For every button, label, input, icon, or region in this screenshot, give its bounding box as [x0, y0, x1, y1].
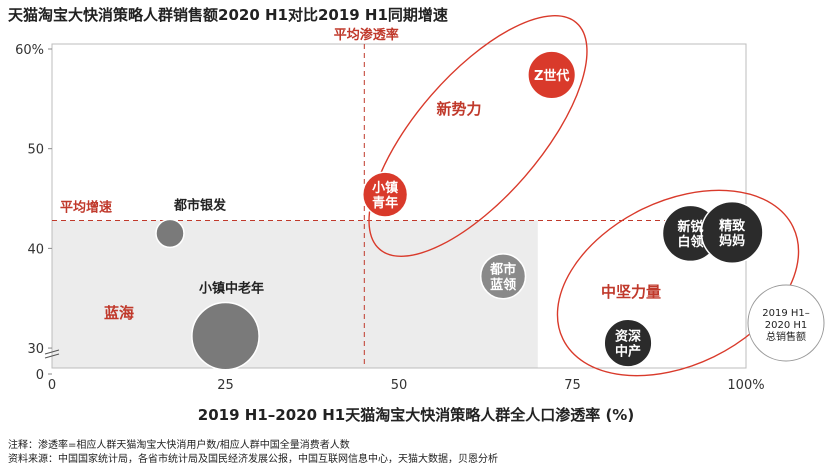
bubble-0 [155, 218, 185, 249]
bubble-label-2: 小镇青年 [372, 180, 398, 211]
legend-label: 2019 H1– 2020 H1 总销售额 [762, 308, 810, 343]
x-tick-label: 25 [217, 378, 234, 393]
y-tick-label: 60% [15, 43, 44, 58]
bubble-label-6: 精致妈妈 [719, 218, 746, 249]
region-label-new-force: 新势力 [436, 100, 481, 118]
bubble-7 [603, 318, 653, 368]
bubble-label-0: 都市银发 [173, 197, 227, 213]
y-axis-break-mark [44, 353, 60, 359]
y-tick-label: 30 [27, 342, 44, 357]
y-tick-label: 40 [27, 242, 44, 257]
bubble-2 [361, 171, 409, 218]
mid-force-ellipse [556, 189, 800, 377]
avg-penetration-label: 平均渗透率 [334, 27, 399, 43]
avg-growth-label: 平均增速 [60, 199, 112, 215]
region-label-blue-sea: 蓝海 [104, 304, 134, 322]
x-tick-label: 100% [727, 378, 764, 393]
x-tick-label: 75 [564, 378, 581, 393]
bubble-1 [191, 301, 260, 371]
bubble-label-5: 新锐白领 [677, 219, 703, 250]
bubble-label-4: 都市蓝领 [489, 262, 516, 293]
bubble-label-7: 资深中产 [615, 328, 641, 359]
footnote-definition: 注释：渗透率=相应人群天猫淘宝大快消用户数/相应人群中国全量消费者人数 [8, 440, 350, 451]
blue-sea-region [52, 220, 538, 368]
legend-bubble [747, 284, 825, 362]
bubble-label-1: 小镇中老年 [199, 281, 264, 297]
bubble-6 [700, 200, 764, 264]
bubble-3 [527, 50, 577, 100]
chart-title: 天猫淘宝大快消策略人群销售额2020 H1对比2019 H1同期增速 [8, 6, 448, 24]
x-axis-label: 2019 H1–2020 H1天猫淘宝大快消策略人群全人口渗透率 (%) [197, 406, 635, 424]
y-tick-label: 0 [36, 368, 44, 383]
x-tick-label: 0 [48, 378, 56, 393]
y-tick-label: 50 [27, 143, 44, 158]
region-label-mid-force: 中坚力量 [601, 283, 661, 301]
new-force-ellipse [368, 15, 588, 257]
y-axis-break-mark [44, 349, 60, 355]
bubble-label-3: Z世代 [534, 68, 569, 84]
bubble-4 [479, 253, 527, 300]
x-tick-label: 50 [391, 378, 408, 393]
footnote-source: 资料来源：中国国家统计局，各省市统计局及国民经济发展公报，中国互联网信息中心，天… [8, 454, 498, 465]
